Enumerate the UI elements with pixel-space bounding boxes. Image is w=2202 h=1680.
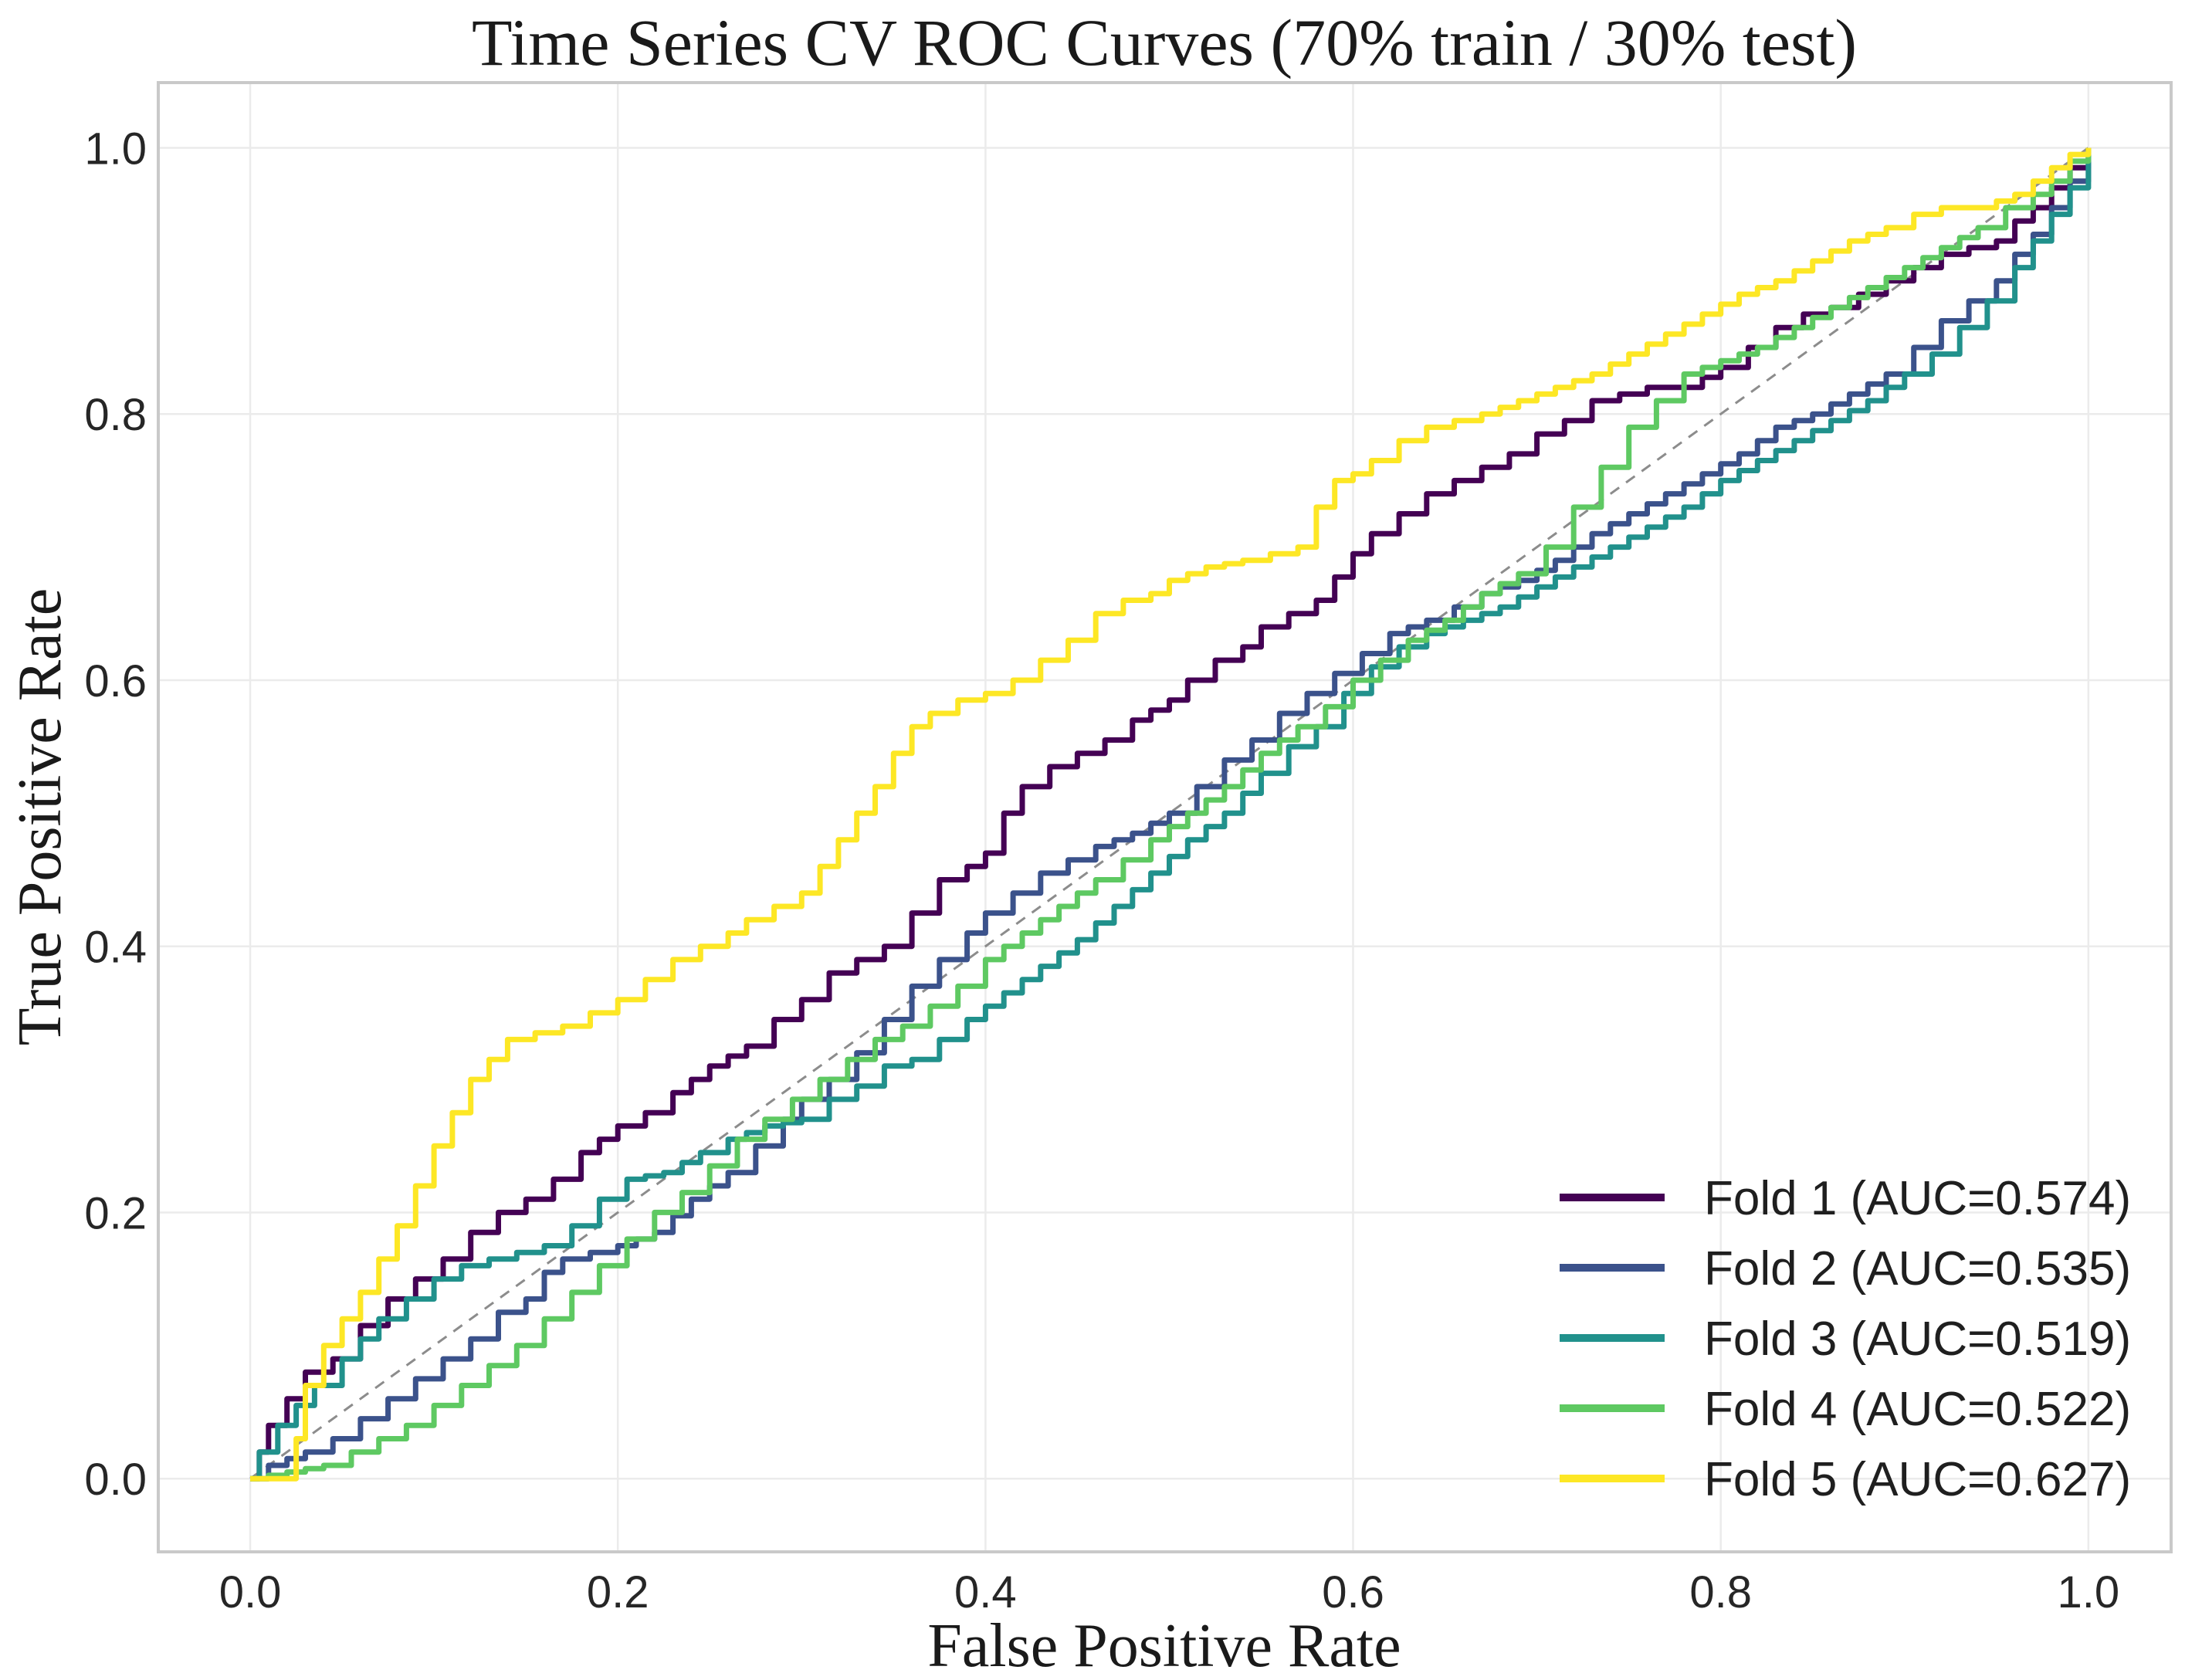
legend-label: Fold 1 (AUC=0.574) (1704, 1172, 2131, 1225)
x-tick-label: 0.4 (954, 1567, 1017, 1617)
y-tick-label: 0.0 (84, 1455, 147, 1505)
chart-title: Time Series CV ROC Curves (70% train / 3… (472, 5, 1857, 80)
legend-entry: Fold 1 (AUC=0.574) (1560, 1172, 2131, 1225)
legend-entry: Fold 3 (AUC=0.519) (1560, 1312, 2131, 1366)
x-tick-label: 0.0 (219, 1567, 282, 1617)
legend-label: Fold 5 (AUC=0.627) (1704, 1453, 2131, 1506)
x-tick-label: 0.8 (1689, 1567, 1752, 1617)
legend-entry: Fold 2 (AUC=0.535) (1560, 1242, 2131, 1296)
roc-curve-fold-3 (250, 147, 2092, 1482)
y-axis-ticks: 0.0 0.2 0.4 0.6 0.8 1.0 (84, 124, 147, 1505)
y-tick-label: 0.2 (84, 1188, 147, 1238)
roc-curves (249, 147, 2092, 1482)
x-axis-label: False Positive Rate (927, 1612, 1401, 1680)
y-tick-label: 0.8 (84, 390, 147, 440)
y-tick-label: 0.4 (84, 923, 147, 973)
gridlines (158, 83, 2171, 1552)
y-tick-label: 1.0 (84, 124, 147, 174)
legend-entry: Fold 5 (AUC=0.627) (1560, 1453, 2131, 1506)
legend-label: Fold 3 (AUC=0.519) (1704, 1312, 2131, 1366)
roc-curve-fold-5 (250, 147, 2092, 1482)
y-axis-label: True Positive Rate (6, 588, 74, 1046)
legend-entry: Fold 4 (AUC=0.522) (1560, 1383, 2131, 1436)
x-tick-label: 1.0 (2058, 1567, 2120, 1617)
roc-curve-fold-4 (250, 147, 2092, 1482)
plot-frame (157, 81, 2173, 1553)
legend: Fold 1 (AUC=0.574) Fold 2 (AUC=0.535) Fold… (1560, 1172, 2131, 1506)
x-tick-label: 0.2 (587, 1567, 649, 1617)
x-tick-label: 0.6 (1322, 1567, 1384, 1617)
roc-curve-fold-2 (250, 147, 2092, 1482)
legend-label: Fold 4 (AUC=0.522) (1704, 1383, 2131, 1436)
y-tick-label: 0.6 (84, 656, 147, 706)
legend-label: Fold 2 (AUC=0.535) (1704, 1242, 2131, 1296)
x-axis-ticks: 0.0 0.2 0.4 0.6 0.8 1.0 (219, 1567, 2119, 1617)
